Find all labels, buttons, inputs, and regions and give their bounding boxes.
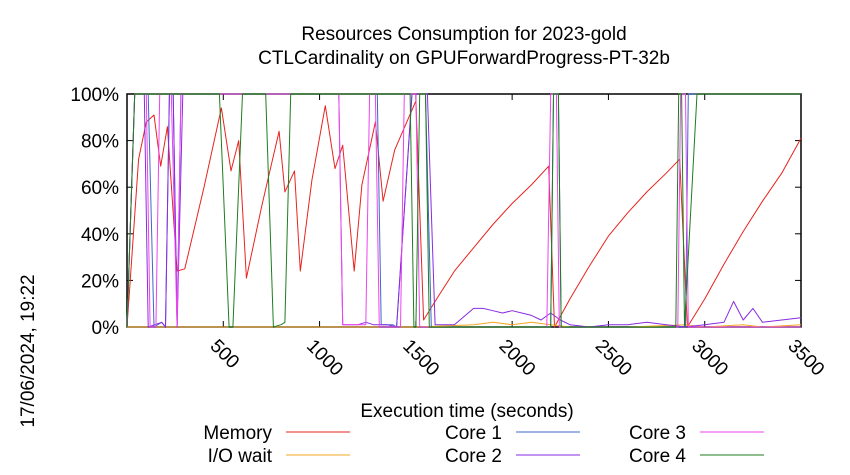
- legend-label: Core 2: [445, 446, 502, 467]
- legend-label: Core 1: [445, 423, 502, 444]
- legend-label: Core 4: [629, 446, 686, 467]
- series-lines: [126, 93, 802, 328]
- y-tick-label: 60%: [81, 178, 119, 199]
- series-line-i-o-wait: [127, 321, 802, 328]
- series-line-memory: [126, 100, 802, 328]
- x-tick-label: 1500: [398, 336, 443, 381]
- y-tick-label: 100%: [70, 85, 119, 106]
- x-axis-label: Execution time (seconds): [360, 401, 573, 422]
- x-axis: 500 1000 1500 2000 2500 3000 3500: [206, 94, 828, 380]
- series-line-core-2: [126, 93, 802, 328]
- legend-label: Core 3: [629, 423, 686, 444]
- chart-title: Resources Consumption for 2023-gold: [301, 24, 626, 45]
- side-timestamp: 17/06/2024, 19:22: [18, 274, 39, 427]
- x-tick-label: 500: [206, 336, 243, 373]
- series-line-core-4: [126, 93, 801, 328]
- y-tick-label: 20%: [81, 271, 119, 292]
- y-tick-label: 0%: [92, 318, 120, 339]
- x-tick-label: 2500: [591, 336, 636, 381]
- y-tick-label: 40%: [81, 225, 119, 246]
- chart-subtitle: CTLCardinality on GPUForwardProgress-PT-…: [258, 48, 670, 69]
- x-tick-label: 3000: [687, 336, 732, 381]
- x-tick-label: 1000: [302, 336, 347, 381]
- y-tick-label: 80%: [81, 132, 119, 153]
- x-tick-label: 3500: [783, 336, 828, 381]
- y-axis: 0% 20% 40% 60% 80% 100%: [70, 85, 801, 339]
- x-tick-label: 2000: [495, 336, 540, 381]
- legend-label: I/O wait: [208, 446, 273, 467]
- legend-label: Memory: [203, 423, 272, 444]
